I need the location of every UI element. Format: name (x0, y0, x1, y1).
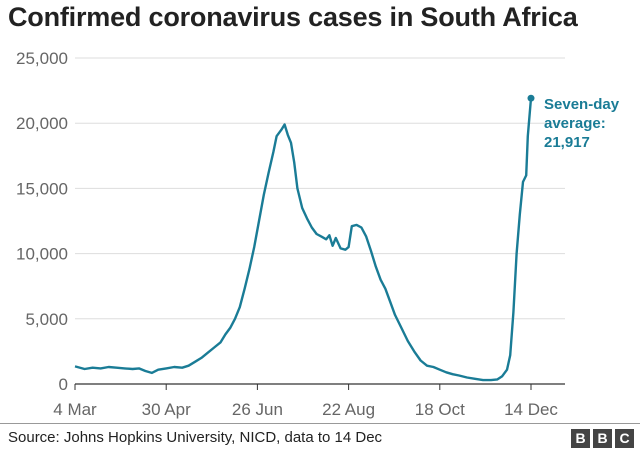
y-tick-label: 25,000 (16, 49, 68, 68)
y-tick-label: 5,000 (25, 310, 68, 329)
x-tick-label: 22 Aug (322, 400, 375, 419)
logo-letter: B (571, 429, 590, 448)
end-point-marker (527, 94, 535, 102)
x-tick-label: 4 Mar (53, 400, 97, 419)
chart-title: Confirmed coronavirus cases in South Afr… (8, 2, 578, 32)
y-tick-label: 15,000 (16, 179, 68, 198)
x-tick-label: 26 Jun (232, 400, 283, 419)
bbc-logo: B B C (571, 429, 634, 448)
footer: Source: Johns Hopkins University, NICD, … (0, 423, 640, 451)
y-axis-ticks: 0 5,000 10,000 15,000 20,000 25,000 (16, 49, 68, 394)
logo-letter: C (615, 429, 634, 448)
x-tick-label: 30 Apr (142, 400, 191, 419)
annotation-line: Seven-day (544, 96, 620, 113)
source-note: Source: Johns Hopkins University, NICD, … (8, 429, 383, 446)
seven-day-average-annotation: Seven-day average: 21,917 (544, 96, 620, 151)
y-tick-label: 0 (59, 375, 68, 394)
y-tick-label: 20,000 (16, 114, 68, 133)
logo-letter: B (593, 429, 612, 448)
x-tick-label: 14 Dec (504, 400, 558, 419)
annotation-line: average: (544, 115, 606, 132)
annotation-line: 21,917 (544, 134, 590, 151)
line-chart: 0 5,000 10,000 15,000 20,000 25,000 4 Mar 30 A… (16, 49, 620, 419)
grid-lines (75, 57, 565, 320)
y-tick-label: 10,000 (16, 245, 68, 264)
series-line-cases (74, 98, 533, 382)
x-axis-ticks: 4 Mar 30 Apr 26 Jun 22 Aug 18 Oct 14 Dec (53, 384, 558, 419)
x-tick-label: 18 Oct (415, 400, 465, 419)
